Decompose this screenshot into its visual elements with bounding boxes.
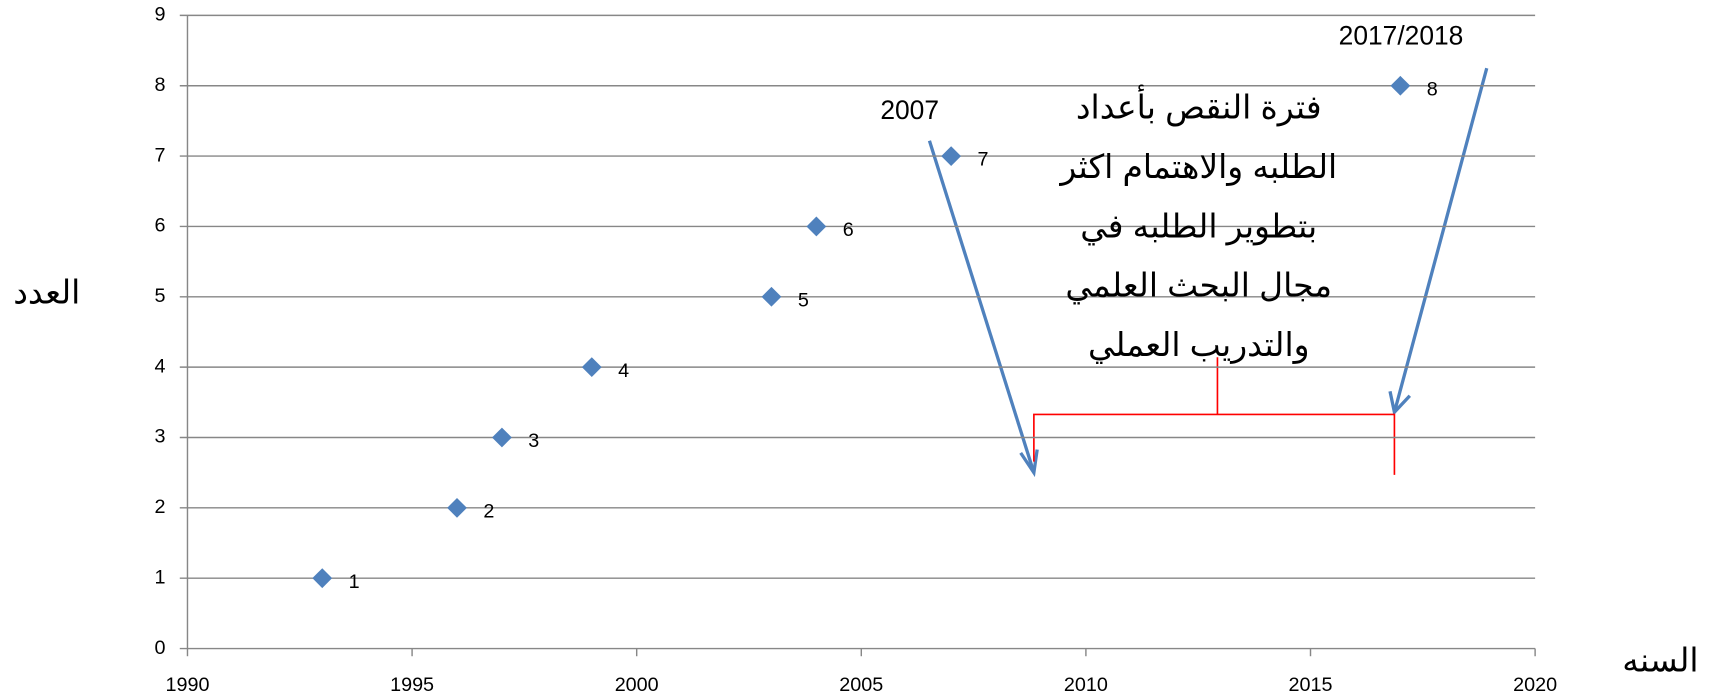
arrow-head bbox=[1019, 449, 1039, 478]
x-axis-label: السنه bbox=[1622, 642, 1698, 679]
y-tick-label: 6 bbox=[154, 215, 165, 237]
point bbox=[447, 497, 467, 518]
arrows bbox=[927, 67, 1489, 478]
point bbox=[492, 427, 512, 448]
annotation-line: والتدريب العملي bbox=[1088, 326, 1310, 364]
bracket bbox=[1033, 357, 1396, 475]
annotation-line: بتطوير الطلبه في bbox=[1080, 207, 1317, 245]
annotation: 2017/2018 bbox=[1339, 20, 1464, 50]
point bbox=[312, 568, 333, 589]
point bbox=[761, 286, 782, 307]
y-tick-label: 1 bbox=[154, 566, 165, 588]
y-tick-label: 7 bbox=[154, 144, 165, 166]
x-tick-label: 2000 bbox=[615, 674, 659, 696]
data-label: 7 bbox=[978, 149, 989, 171]
x-tick-label: 2020 bbox=[1513, 674, 1557, 696]
y-tick-label: 4 bbox=[154, 355, 165, 377]
y-tick-label: 8 bbox=[154, 74, 165, 96]
annotation: 2007 bbox=[880, 95, 939, 125]
arrow bbox=[1392, 67, 1489, 413]
point bbox=[941, 146, 962, 166]
point bbox=[1390, 75, 1411, 96]
data-label: 2 bbox=[483, 500, 494, 522]
data-label: 1 bbox=[349, 571, 360, 593]
annotation-line: فترة النقص بأعداد bbox=[1076, 85, 1322, 128]
bracket-line bbox=[1033, 413, 1396, 475]
x-tick-label: 2005 bbox=[839, 674, 883, 696]
point bbox=[581, 357, 602, 378]
point bbox=[806, 216, 827, 237]
x-tick-label: 1995 bbox=[390, 674, 434, 696]
annotation-line: الطلبه والاهتمام اكثر bbox=[1058, 148, 1337, 186]
y-tick-label: 5 bbox=[154, 285, 165, 307]
arrow-head bbox=[1388, 390, 1412, 416]
x-tick-label: 2010 bbox=[1064, 674, 1108, 696]
data-label: 8 bbox=[1427, 78, 1438, 100]
data-label: 5 bbox=[798, 289, 809, 311]
arrow bbox=[927, 140, 1036, 474]
x-tick-label: 1990 bbox=[165, 674, 209, 696]
y-tick-label: 3 bbox=[154, 426, 165, 448]
x-tick-label: 2015 bbox=[1289, 674, 1333, 696]
data-label: 3 bbox=[528, 430, 539, 452]
y-tick-label: 9 bbox=[154, 4, 165, 26]
data-label: 4 bbox=[618, 360, 629, 382]
annotation-line: مجال البحث العلمي bbox=[1065, 267, 1332, 305]
y-tick-label: 0 bbox=[154, 637, 165, 659]
y-tick-label: 2 bbox=[154, 496, 165, 518]
y-axis-label: العدد bbox=[13, 273, 80, 310]
data-label: 6 bbox=[843, 219, 854, 241]
